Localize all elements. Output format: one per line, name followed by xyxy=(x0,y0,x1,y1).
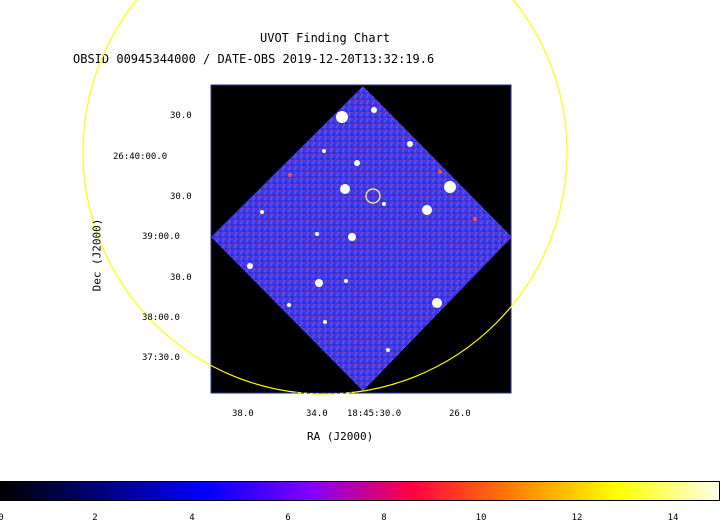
colorbar-tick: 12 xyxy=(571,513,583,521)
colorbar-tick: 14 xyxy=(667,513,679,521)
error-circle xyxy=(82,0,568,395)
colorbar-tick: 4 xyxy=(189,513,195,521)
source xyxy=(473,217,477,221)
y-tick: 30.0 xyxy=(170,273,192,283)
source xyxy=(315,232,319,236)
y-tick: 39:00.0 xyxy=(142,232,180,242)
source xyxy=(247,263,253,269)
source xyxy=(432,298,442,308)
source xyxy=(444,181,456,193)
source xyxy=(354,160,360,166)
x-tick: 26.0 xyxy=(449,409,471,419)
colorbar-tick: 2 xyxy=(92,513,98,521)
source xyxy=(260,210,264,214)
source xyxy=(287,303,291,307)
source xyxy=(438,170,442,174)
chart-title: UVOT Finding Chart xyxy=(260,31,391,45)
source xyxy=(288,173,292,177)
x-tick: 18:45:30.0 xyxy=(347,409,402,419)
source xyxy=(344,279,348,283)
source xyxy=(371,107,377,113)
y-tick: 30.0 xyxy=(170,192,192,202)
sources xyxy=(247,107,477,352)
source xyxy=(348,233,356,241)
y-tick: 26:40:00.0 xyxy=(113,152,168,162)
x-axis-label: RA (J2000) xyxy=(307,430,374,443)
y-tick: 30.0 xyxy=(170,111,192,121)
source xyxy=(323,320,327,324)
source xyxy=(340,184,350,194)
y-tick: 38:00.0 xyxy=(142,313,180,323)
exposure-footprint xyxy=(211,86,512,391)
colorbar-tick: 10 xyxy=(475,513,487,521)
source xyxy=(386,348,390,352)
y-tick: 37:30.0 xyxy=(142,353,180,363)
source xyxy=(315,279,323,287)
x-tick: 38.0 xyxy=(232,409,254,419)
colorbar-tick: 0 xyxy=(0,513,4,521)
y-axis-label: Dec (J2000) xyxy=(90,218,104,292)
source xyxy=(422,205,432,215)
source xyxy=(382,202,386,206)
x-tick: 34.0 xyxy=(306,409,328,419)
colorbar xyxy=(0,481,720,501)
source xyxy=(407,141,413,147)
chart-subtitle: OBSID 00945344000 / DATE-OBS 2019-12-20T… xyxy=(73,52,435,66)
colorbar-tick: 6 xyxy=(285,513,291,521)
colorbar-tick: 8 xyxy=(381,513,387,521)
target-marker xyxy=(365,188,381,204)
source xyxy=(336,111,348,123)
source xyxy=(322,149,326,153)
